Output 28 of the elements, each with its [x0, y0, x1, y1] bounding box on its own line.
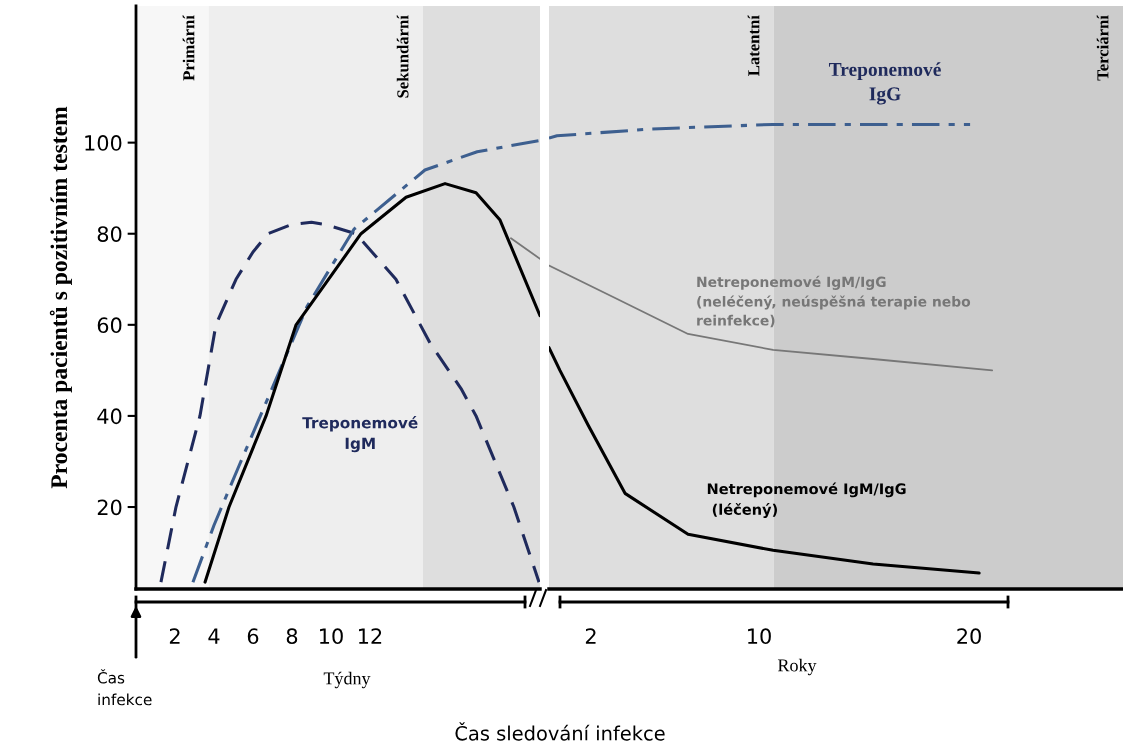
band-label: Primární	[182, 14, 195, 81]
line-series	[159, 220, 540, 584]
band-label: Terciární	[1096, 14, 1109, 81]
band-label: Latentní	[747, 14, 760, 76]
x-axis-title: Roky	[777, 658, 817, 676]
x-tick-label: 8	[286, 628, 298, 645]
y-tick-label: 100	[85, 135, 122, 151]
x-tick-label: 10	[320, 628, 343, 645]
series-label: Netreponemové IgM/IgG (léčený)	[707, 482, 906, 518]
text: Treponemové IgM	[302, 416, 418, 453]
y-tick-label: 40	[97, 408, 122, 425]
x-tick-label: 12	[359, 628, 382, 644]
x-tick-label: 20	[957, 628, 981, 645]
text: Čas sledování infekce	[455, 722, 665, 741]
band-label: Sekundární	[396, 14, 409, 98]
series-label: Treponemové IgG	[828, 62, 941, 105]
y-tick-label: 80	[97, 226, 122, 242]
y-tick-label: 20	[97, 499, 122, 516]
x-tick-label: 10	[748, 628, 771, 645]
x-tick-label: 4	[208, 628, 220, 644]
text: Čas infekce	[97, 669, 152, 706]
series-label: Netreponemové IgM/IgG (neléčený, neúspěšná terapie nebo reinfekce)	[697, 275, 971, 328]
x-axis-title: Týdny	[323, 671, 371, 689]
y-axis-title: Procenta pacientů s pozitivním testem	[49, 106, 72, 489]
y-tick-label: 60	[97, 317, 122, 334]
x-tick-label: 2	[169, 628, 180, 644]
x-tick-label: 6	[247, 628, 259, 645]
x-tick-label: 2	[585, 628, 596, 644]
